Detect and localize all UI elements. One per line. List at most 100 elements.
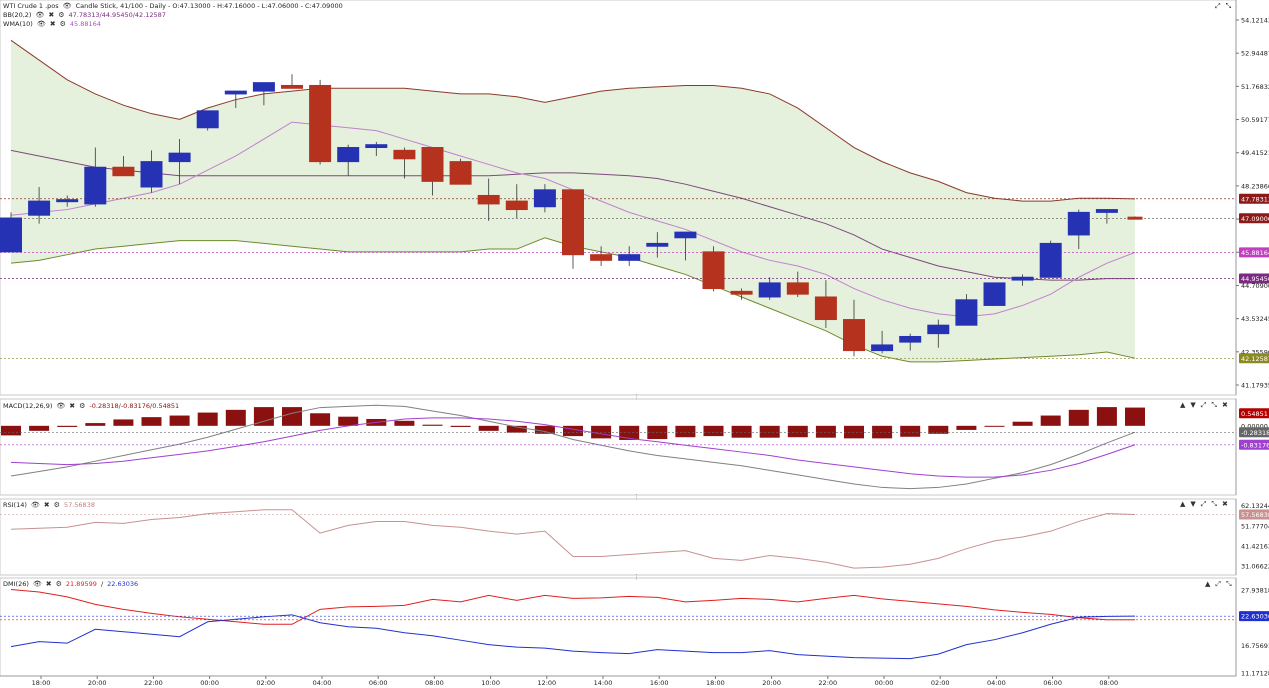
- candle: [562, 189, 584, 256]
- eye-icon[interactable]: 👁: [62, 2, 72, 10]
- macd-legend: MACD(12,26,9) 👁 ✖ ⚙ -0.28318/-0.83176/0.…: [3, 402, 179, 410]
- move-down-icon[interactable]: ▼: [1190, 500, 1196, 508]
- candle: [393, 149, 416, 160]
- restore-icon[interactable]: ⤢: [1215, 580, 1221, 588]
- gear-icon[interactable]: ⚙: [55, 580, 62, 588]
- eye-icon[interactable]: 👁: [32, 580, 42, 588]
- macd-histogram-bar: [563, 425, 583, 437]
- maximize-icon[interactable]: ⤡: [1211, 401, 1217, 409]
- rsi-badge-bg: [1239, 509, 1269, 520]
- x-tick-label: 06:00: [369, 679, 388, 687]
- price-badge: 44.95450: [1241, 275, 1269, 283]
- candle: [337, 147, 360, 163]
- gear-icon[interactable]: ⚙: [58, 11, 65, 19]
- macd-label: MACD(12,26,9): [3, 402, 53, 410]
- close-icon[interactable]: ✖: [45, 580, 52, 588]
- restore-icon[interactable]: ⤢: [1200, 500, 1207, 508]
- dmi-badge-bg: [1239, 611, 1269, 622]
- move-down-icon[interactable]: ▼: [1190, 401, 1196, 409]
- candle: [224, 90, 247, 95]
- x-tick-label: 12:00: [537, 679, 556, 687]
- dmi-plus-line: [10, 588, 1135, 625]
- move-up-icon[interactable]: ▲: [1180, 500, 1186, 508]
- maximize-icon[interactable]: ⤡: [1211, 500, 1217, 508]
- rsi-label: RSI(14): [3, 501, 27, 509]
- macd-histogram-bar: [1125, 407, 1145, 426]
- y-tick-label: 31.06622: [1241, 563, 1269, 571]
- dmi-pane-controls: ▲ ⤢ ⤡: [1205, 580, 1232, 589]
- x-tick-label: 06:00: [1043, 679, 1062, 687]
- y-tick-label: 50.59177: [1241, 116, 1269, 124]
- wma-value: 45.88164: [69, 20, 101, 28]
- candle: [646, 242, 669, 247]
- macd-histogram-bar: [703, 425, 724, 437]
- dmi-minus-line: [10, 614, 1136, 660]
- maximize-icon[interactable]: ⤡: [1226, 580, 1232, 588]
- close-icon[interactable]: ✖: [1222, 401, 1228, 409]
- candle: [477, 194, 500, 205]
- macd-line: [10, 404, 1136, 490]
- eye-icon[interactable]: 👁: [30, 501, 40, 509]
- restore-icon[interactable]: ⤢: [1200, 401, 1207, 409]
- macd-histogram-bar: [57, 425, 78, 427]
- macd-histogram-bar: [478, 425, 499, 431]
- x-tick-label: 02:00: [931, 679, 950, 687]
- candle: [196, 110, 219, 129]
- close-icon[interactable]: ✖: [69, 402, 76, 410]
- close-icon[interactable]: ✖: [49, 20, 56, 28]
- candle: [786, 282, 809, 295]
- instrument-title: WTI Crude 1 .pos: [3, 2, 59, 10]
- gear-icon[interactable]: ⚙: [53, 501, 60, 509]
- eye-icon[interactable]: 👁: [56, 402, 66, 410]
- y-tick-label: 44.70900: [1241, 282, 1269, 290]
- macd-histogram-bar: [900, 425, 921, 437]
- candle: [421, 147, 444, 182]
- x-tick-label: 22:00: [818, 679, 837, 687]
- gear-icon[interactable]: ⚙: [59, 20, 66, 28]
- macd-histogram-bar: [787, 425, 808, 438]
- dmi-legend: DMI(26) 👁 ✖ ⚙ 21.89599/22.63036: [3, 580, 139, 588]
- price-badge-bg: [1239, 247, 1269, 258]
- dmi-minus-value: 22.63036: [107, 580, 139, 588]
- candle: [1095, 209, 1118, 213]
- macd-histogram-bar: [1012, 421, 1033, 426]
- close-icon[interactable]: ✖: [48, 11, 55, 19]
- dmi-badge: 22.63036: [1241, 613, 1269, 621]
- candle: [590, 254, 613, 261]
- macd-badge-bg: [1239, 427, 1269, 438]
- x-tick-label: 20:00: [762, 679, 781, 687]
- rsi-badge: 57.56838: [1241, 511, 1269, 519]
- restore-icon[interactable]: ⤢: [1215, 2, 1221, 10]
- macd-histogram-bar: [1096, 407, 1117, 426]
- price-badge: 47.09000: [1241, 215, 1269, 223]
- candle: [814, 296, 837, 321]
- y-tick-label: 41.42163: [1241, 542, 1269, 550]
- close-icon[interactable]: ✖: [1222, 500, 1228, 508]
- candle: [140, 161, 163, 188]
- maximize-icon[interactable]: ⤡: [1225, 2, 1232, 10]
- macd-histogram-bar: [675, 425, 696, 438]
- y-tick-label: 48.23866: [1241, 182, 1269, 190]
- x-tick-label: 18:00: [706, 679, 725, 687]
- price-badge-bg: [1239, 273, 1269, 284]
- macd-histogram-bar: [534, 425, 555, 434]
- x-tick-label: 22:00: [144, 679, 163, 687]
- eye-icon[interactable]: 👁: [36, 20, 46, 28]
- candle: [281, 84, 303, 89]
- eye-icon[interactable]: 👁: [35, 11, 45, 19]
- x-tick-label: 04:00: [987, 679, 1006, 687]
- y-tick-label: 27.93818: [1241, 586, 1269, 594]
- x-tick-label: 16:00: [650, 679, 669, 687]
- close-icon[interactable]: ✖: [43, 501, 50, 509]
- main-pane-header: WTI Crude 1 .pos 👁 Candle Stick, 41/100 …: [3, 2, 343, 10]
- macd-histogram-bar: [422, 424, 443, 426]
- move-up-icon[interactable]: ▲: [1205, 580, 1211, 588]
- move-up-icon[interactable]: ▲: [1180, 401, 1186, 409]
- pane-splitter-handle: ⋮: [633, 393, 640, 401]
- macd-histogram-bar: [85, 423, 106, 426]
- x-tick-label: 00:00: [875, 679, 894, 687]
- price-badge-bg: [1239, 353, 1269, 364]
- y-tick-label: 42.35590: [1241, 348, 1269, 356]
- gear-icon[interactable]: ⚙: [79, 402, 86, 410]
